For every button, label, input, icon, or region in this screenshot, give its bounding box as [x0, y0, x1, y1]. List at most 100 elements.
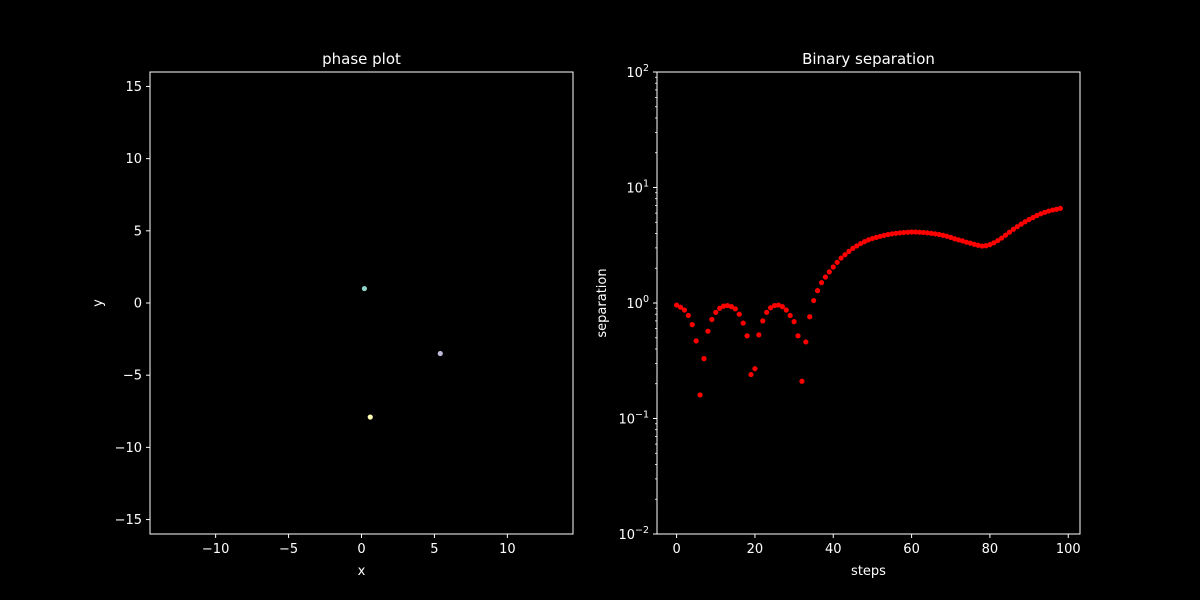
binary-separation-ytick-label: 100 — [626, 294, 649, 312]
phase-plot-xtick-label: −10 — [202, 542, 229, 557]
phase-plot-ytick-label: 15 — [125, 80, 142, 95]
binary-separation-point — [693, 338, 699, 344]
binary-separation-point — [846, 248, 852, 254]
binary-separation-point — [967, 240, 973, 246]
phase-plot-ytick-label: −15 — [115, 513, 142, 528]
phase-plot-ytick-label: 10 — [125, 152, 142, 167]
phase-plot-ylabel: y — [91, 299, 106, 307]
binary-separation-point — [818, 280, 825, 286]
binary-separation-point — [873, 234, 879, 240]
binary-separation-point — [752, 366, 758, 372]
binary-separation-yticks: 10−2 10−1 100 101 102 — [618, 63, 657, 543]
binary-separation-point — [826, 269, 832, 275]
binary-separation-xtick-label: 100 — [1056, 542, 1081, 557]
binary-separation-point — [963, 239, 970, 245]
binary-separation-point — [713, 309, 719, 315]
binary-separation-point — [822, 274, 829, 280]
binary-separation-point — [803, 339, 809, 345]
binary-separation-point — [1026, 216, 1032, 223]
binary-separation-xtick-label: 40 — [825, 542, 842, 557]
binary-separation-point — [916, 229, 923, 235]
binary-separation-point — [705, 328, 711, 334]
binary-separation-ytick-label: 10−1 — [618, 410, 649, 428]
binary-separation-point — [944, 233, 950, 239]
binary-separation-panel: Binary separation steps separation 0 20 40… — [595, 50, 1081, 579]
phase-plot-ytick-label: 5 — [134, 224, 142, 239]
binary-separation-point — [1018, 221, 1024, 227]
phase-plot-point — [367, 414, 373, 420]
binary-separation-point — [834, 259, 840, 265]
phase-plot-yticks: −15 −10 −5 0 5 10 15 — [115, 80, 150, 528]
binary-separation-xticks: 0 20 40 60 80 100 — [672, 534, 1081, 557]
binary-separation-point — [673, 302, 680, 308]
binary-separation-point — [850, 245, 856, 251]
phase-plot-panel: phase plot x y −10 −5 0 5 10 −15 −10 −5 0 5 10 15 — [91, 50, 574, 579]
binary-separation-frame — [656, 71, 1081, 535]
binary-separation-point — [724, 302, 731, 309]
binary-separation-point — [885, 231, 891, 238]
binary-separation-point — [869, 235, 876, 242]
binary-separation-point — [1022, 219, 1028, 225]
binary-separation-point — [908, 229, 915, 235]
binary-separation-point — [1006, 229, 1013, 235]
binary-separation-point — [1034, 212, 1040, 219]
binary-separation-point — [791, 319, 797, 325]
binary-separation-point — [779, 304, 785, 310]
binary-separation-point — [787, 312, 793, 319]
binary-separation-point — [881, 232, 887, 238]
binary-separation-xtick-label: 60 — [903, 542, 920, 557]
binary-separation-point — [955, 237, 962, 243]
binary-separation-point — [681, 307, 688, 313]
binary-separation-point — [783, 307, 789, 313]
binary-separation-point — [979, 243, 985, 249]
binary-separation-point — [893, 230, 899, 236]
binary-separation-point — [905, 229, 911, 235]
binary-separation-xtick-label: 0 — [672, 542, 680, 557]
phase-plot-points — [361, 285, 443, 420]
binary-separation-point — [932, 231, 938, 237]
phase-plot-point — [361, 285, 368, 292]
phase-plot-title: phase plot — [322, 50, 401, 68]
binary-separation-point — [1049, 207, 1056, 213]
binary-separation-point — [744, 333, 750, 339]
binary-separation-ylabel: separation — [595, 268, 610, 337]
binary-separation-point — [1030, 214, 1036, 221]
binary-separation-point — [736, 311, 742, 317]
phase-plot-point — [437, 350, 443, 357]
binary-separation-point — [764, 309, 770, 315]
phase-plot-xticks: −10 −5 0 5 10 — [202, 534, 516, 557]
binary-separation-point — [999, 235, 1005, 241]
binary-separation-ytick-label: 10−2 — [618, 525, 649, 543]
binary-separation-point — [865, 237, 872, 243]
binary-separation-point — [877, 233, 883, 239]
binary-separation-point — [901, 229, 907, 236]
binary-separation-ytick-label: 102 — [626, 63, 649, 81]
binary-separation-ytick-label: 101 — [626, 179, 649, 197]
binary-separation-point — [771, 302, 778, 309]
binary-separation-point — [1057, 205, 1064, 211]
binary-separation-point — [959, 238, 966, 244]
binary-separation-point — [720, 303, 727, 309]
binary-separation-point — [767, 305, 774, 311]
binary-separation-point — [889, 231, 895, 237]
phase-plot-frame — [149, 71, 574, 535]
binary-separation-point — [1042, 209, 1048, 215]
binary-separation-point — [971, 241, 977, 247]
phase-plot-xtick-label: 5 — [430, 542, 438, 557]
binary-separation-point — [854, 243, 860, 249]
binary-separation-point — [697, 392, 703, 398]
binary-separation-point — [983, 243, 989, 249]
binary-separation-point — [975, 242, 981, 248]
binary-separation-point — [861, 239, 868, 245]
binary-separation-point — [814, 288, 821, 294]
binary-separation-xtick-label: 20 — [747, 542, 764, 557]
binary-separation-point — [709, 316, 715, 323]
binary-separation-point — [732, 306, 738, 312]
binary-separation-point — [924, 230, 930, 236]
binary-separation-point — [677, 304, 684, 310]
binary-separation-point — [1053, 206, 1060, 212]
binary-separation-point — [748, 371, 754, 378]
binary-separation-point — [991, 240, 997, 246]
binary-separation-point — [1002, 232, 1009, 238]
